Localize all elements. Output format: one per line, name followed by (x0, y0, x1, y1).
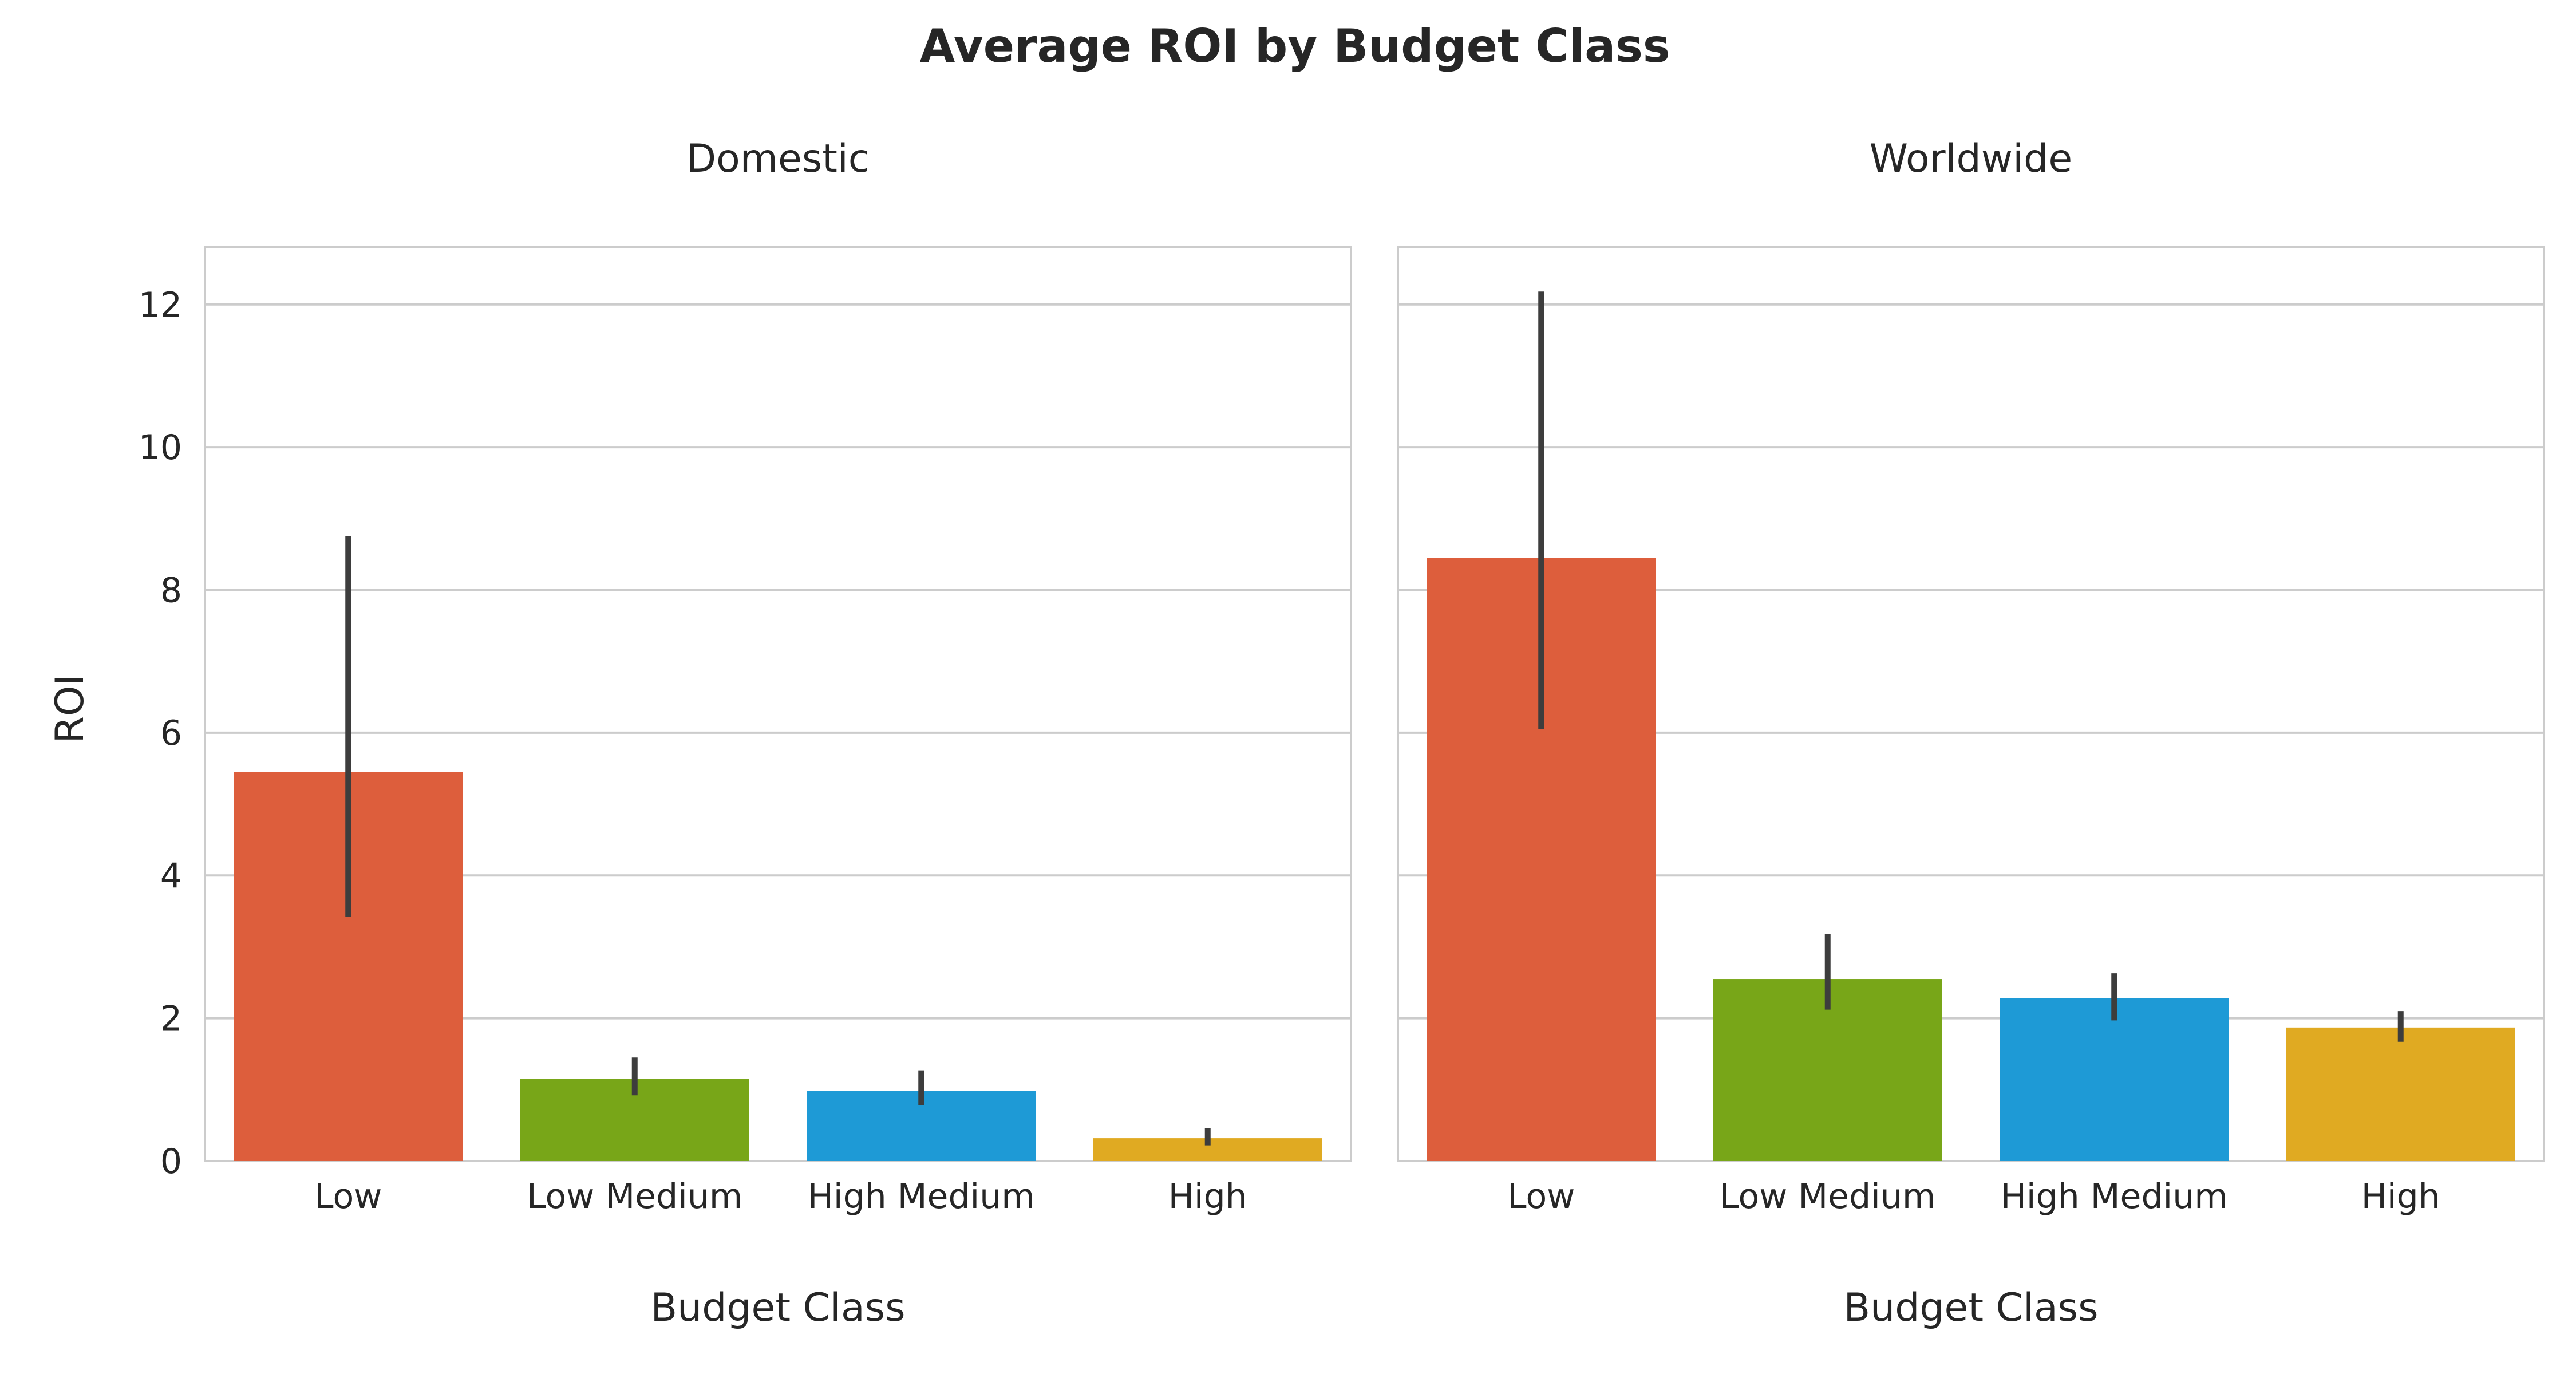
y-tick-label-6: 12 (139, 285, 182, 325)
y-tick-label-0: 0 (160, 1142, 182, 1182)
plot-frame (1397, 246, 2545, 1162)
y-tick-label-2: 4 (160, 856, 182, 896)
x-tick-label: High Medium (808, 1176, 1035, 1217)
x-tick-label: Low (1507, 1176, 1575, 1217)
y-tick-label-5: 10 (139, 428, 182, 468)
y-tick-label-1: 2 (160, 999, 182, 1039)
x-tick-label: Low Medium (1720, 1176, 1935, 1217)
x-tick-label: High Medium (2001, 1176, 2228, 1217)
panel-title: Domestic (686, 136, 870, 181)
y-tick-label-3: 6 (160, 713, 182, 753)
x-tick-label: Low (314, 1176, 382, 1217)
x-axis-label: Budget Class (650, 1285, 905, 1330)
y-axis-label: ROI (48, 674, 93, 744)
panel-title: Worldwide (1870, 136, 2072, 181)
x-axis-label: Budget Class (1843, 1285, 2098, 1330)
panel-domestic: Domestic 0 2 4 6 8 10 12 Low Low Medium High Mediu… (139, 136, 1352, 1330)
chart-title: Average ROI by Budget Class (920, 19, 1670, 73)
plot-frame (204, 246, 1352, 1162)
bar-high (2286, 1027, 2515, 1161)
x-tick-label: High (2361, 1176, 2440, 1217)
y-tick-label-4: 8 (160, 571, 182, 611)
bar-high-medium (2000, 998, 2229, 1161)
x-tick-label: Low Medium (527, 1176, 742, 1217)
x-tick-label: High (1168, 1176, 1247, 1217)
panel-worldwide: Worldwide Low Low Medium High Medium High Bud… (1397, 136, 2545, 1330)
